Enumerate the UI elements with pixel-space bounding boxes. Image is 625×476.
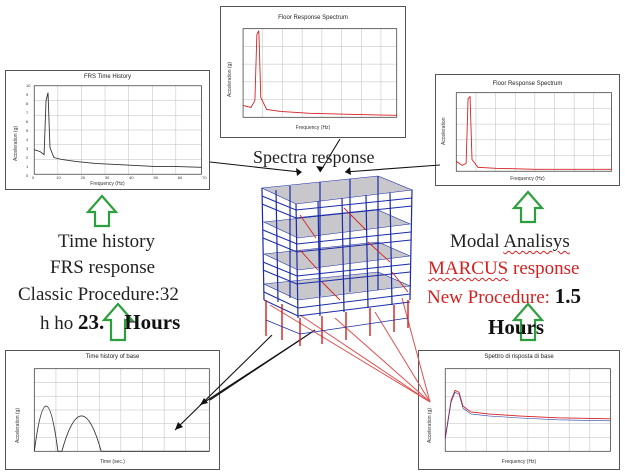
chart-panel-bottom-right: Spettro di risposta di base Acceleration… bbox=[418, 350, 620, 470]
right-label-line3-b: 1.5 bbox=[554, 284, 581, 308]
x-tick-label: 10 bbox=[56, 175, 61, 180]
y-tick-label: 10 bbox=[26, 83, 31, 88]
chart-title: Time history of base bbox=[85, 354, 140, 360]
chart-top-center-plot bbox=[242, 28, 398, 118]
y-tick-label: 5 bbox=[26, 128, 29, 133]
y-axis-label: Acceleration (g) bbox=[13, 125, 19, 161]
y-tick-label: 7 bbox=[26, 110, 29, 115]
series-line-red bbox=[242, 30, 397, 116]
left-label-line4-bold-a: 23. bbox=[78, 310, 105, 334]
right-label-line2-b: response bbox=[508, 258, 580, 279]
right-label-line1: Modal Analisys bbox=[450, 231, 570, 253]
y-tick-label: 9 bbox=[26, 92, 29, 97]
grid bbox=[34, 368, 210, 452]
x-tick-label: 50 bbox=[153, 175, 158, 180]
chart-bottom-left-plot bbox=[33, 368, 210, 452]
chart-bottom-right-plot bbox=[444, 368, 611, 452]
chart-panel-top-left: FRS Time History Acceleration (g) Freque… bbox=[5, 70, 210, 190]
grid bbox=[243, 28, 397, 118]
chart-title: Spettro di risposta di base bbox=[484, 354, 554, 360]
y-axis-label: Acceleration (g) bbox=[427, 407, 433, 443]
right-label-line3-a: New Procedure: bbox=[427, 287, 555, 308]
series-line bbox=[33, 405, 210, 452]
chart-top-left-plot bbox=[33, 85, 202, 175]
left-label-line4: h ho 23. Hours bbox=[40, 311, 180, 335]
x-axis-label: Frequency (Hz) bbox=[510, 176, 545, 182]
y-tick-label: 2 bbox=[26, 155, 29, 160]
x-axis-label: Time (sec.) bbox=[100, 459, 125, 465]
right-label-line1-a: Modal bbox=[450, 231, 504, 252]
y-tick-label: 1 bbox=[26, 164, 29, 169]
y-axis-label: Acceleration (g) bbox=[15, 407, 21, 443]
grid bbox=[34, 85, 202, 175]
right-label-line2: MARCUS response bbox=[428, 258, 579, 280]
y-tick-label: 6 bbox=[26, 119, 29, 124]
x-tick-label: 30 bbox=[104, 175, 110, 180]
x-tick-label: 60 bbox=[177, 175, 183, 180]
right-label-line4: Hours bbox=[488, 315, 545, 339]
x-tick-label: 70 bbox=[202, 175, 207, 180]
chart-title: FRS Time History bbox=[83, 74, 131, 80]
x-axis-label: Frequency (Hz) bbox=[90, 181, 125, 187]
y-tick-label: 8 bbox=[26, 101, 29, 106]
left-label-line4-prefix: h ho bbox=[40, 313, 78, 334]
chart-panel-top-right: Floor Response Spectrum Acceleration Fre… bbox=[435, 74, 620, 186]
left-label-line2: FRS response bbox=[50, 257, 156, 278]
chart-panel-top-center: Floor Response Spectrum Acceleration (g)… bbox=[220, 6, 406, 138]
left-label-line3: Classic Procedure:32 bbox=[18, 284, 179, 305]
y-axis-label: Acceleration (g) bbox=[227, 61, 233, 97]
y-axis-label: Acceleration bbox=[441, 117, 447, 145]
chart-title: Floor Response Spectrum bbox=[278, 15, 348, 21]
y-tick-label: 0 bbox=[26, 173, 29, 178]
left-label-line4-bold-b: Hours bbox=[124, 310, 181, 334]
chart-top-right-plot bbox=[455, 92, 612, 172]
spectra-response-label: Spectra response bbox=[253, 147, 375, 167]
chart-panel-bottom-left: Time history of base Acceleration (g) Ti… bbox=[5, 350, 220, 470]
right-label-line2-a: MARCUS bbox=[428, 258, 509, 279]
x-axis-label: Frequency (Hz) bbox=[295, 125, 331, 131]
series-line-red bbox=[456, 95, 612, 170]
right-label-line1-b: Analisys bbox=[503, 231, 570, 252]
x-tick-label: 20 bbox=[80, 175, 86, 180]
series-line-blue bbox=[444, 391, 611, 440]
x-tick-label: 0 bbox=[32, 175, 35, 180]
y-tick-label: 3 bbox=[26, 146, 29, 151]
chart-title: Floor Response Spectrum bbox=[492, 81, 563, 87]
series-line bbox=[34, 92, 202, 168]
series-line-red bbox=[444, 389, 611, 438]
x-tick-label: 40 bbox=[129, 175, 134, 180]
connector-lines-bottom-right bbox=[269, 297, 431, 403]
grid bbox=[445, 368, 611, 452]
hollow-up-arrow-icon bbox=[511, 190, 545, 224]
right-label-line3: New Procedure: 1.5 bbox=[427, 285, 581, 309]
left-label-line1: Time history bbox=[58, 231, 155, 252]
grid bbox=[456, 92, 612, 172]
x-axis-label: Frequency (Hz) bbox=[501, 459, 537, 465]
y-tick-label: 4 bbox=[26, 137, 29, 142]
building-frame-model-icon bbox=[260, 175, 414, 346]
hollow-up-arrow-icon bbox=[85, 194, 119, 228]
